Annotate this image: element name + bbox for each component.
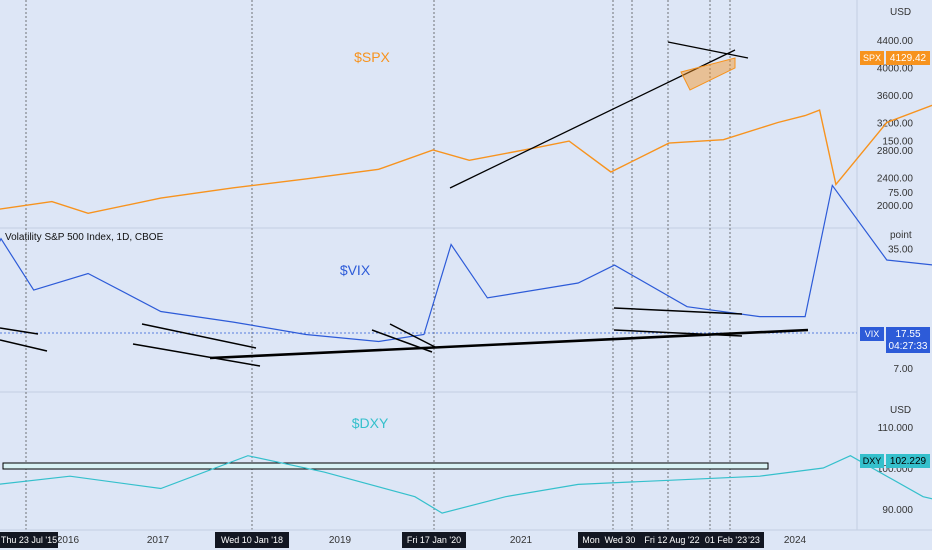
event-label-8: '23	[748, 535, 760, 545]
spx-y-ticks: 4400.00 4000.00 3600.00 3200.00 2800.00 2400.…	[877, 36, 914, 212]
dxy-horizontal-zone	[2, 462, 769, 470]
dxy-price-value-box	[886, 454, 930, 468]
dxy-price-symbol: DXY	[863, 456, 882, 466]
vix-trendline-1a	[0, 327, 39, 335]
spx-price-value: 4129.42	[890, 53, 927, 64]
spx-trendline-resistance	[667, 41, 749, 59]
vix-price-symbol-box	[860, 327, 884, 341]
time-label-2021: 2021	[510, 535, 533, 546]
vix-trendline-4b	[613, 329, 743, 337]
vix-trendline-3a	[371, 329, 433, 353]
event-label-box-3	[402, 532, 466, 548]
spx-price-symbol: SPX	[863, 53, 881, 63]
event-label-box-4	[578, 532, 764, 548]
dxy-axis-unit: USD	[890, 405, 911, 416]
spx-y-tick: 3200.00	[877, 119, 914, 130]
event-label-box-1	[0, 532, 58, 548]
vix-y-ticks: 150.00 75.00 35.00 7.00	[882, 137, 913, 375]
vix-countdown: 04:27:33	[889, 341, 928, 352]
dxy-y-ticks: 110.000 100.000 90.000	[877, 423, 914, 516]
event-label-1: Thu 23 Jul '15	[1, 535, 57, 545]
spx-price-symbol-box	[860, 51, 884, 65]
dxy-y-tick: 100.000	[877, 464, 914, 475]
spx-y-tick: 2400.00	[877, 174, 914, 185]
vix-price-value-box	[886, 327, 930, 353]
time-axis: 2016 2017 2019 2021 2024 Thu 23 Jul '15 …	[0, 532, 807, 548]
time-label-2024: 2024	[784, 535, 807, 546]
time-label-2016: 2016	[57, 535, 80, 546]
dxy-y-tick: 110.000	[878, 423, 914, 434]
vix-trendline-1b	[0, 339, 48, 352]
spx-y-tick: 4400.00	[877, 36, 914, 47]
vix-y-tick: 75.00	[888, 188, 913, 199]
spx-price-value-box	[886, 51, 930, 65]
dxy-y-tick: 90.000	[882, 505, 913, 516]
spx-trendline-support	[449, 49, 736, 189]
event-label-4: Mon	[582, 535, 600, 545]
vix-price-symbol: VIX	[865, 329, 880, 339]
time-label-2017: 2017	[147, 535, 170, 546]
event-label-5: Wed 30	[605, 535, 636, 545]
spx-y-tick: 4000.00	[877, 64, 914, 75]
event-label-2: Wed 10 Jan '18	[221, 535, 283, 545]
spx-drawings	[449, 41, 749, 189]
event-label-box-2	[215, 532, 289, 548]
event-label-6: Fri 12 Aug '22	[644, 535, 699, 545]
vix-trendline-2b	[132, 343, 261, 367]
event-label-3: Fri 17 Jan '20	[407, 535, 461, 545]
spx-title: $SPX	[354, 49, 390, 65]
vix-trendline-4a	[613, 307, 743, 315]
vix-y-tick: 7.00	[894, 364, 914, 375]
event-vertical-lines	[25, 0, 731, 530]
event-label-7: 01 Feb '23	[705, 535, 747, 545]
dxy-price-symbol-box	[860, 454, 884, 468]
vix-y-tick: 35.00	[888, 245, 913, 256]
vix-legend-label: Volatility S&P 500 Index, 1D, CBOE	[5, 232, 164, 243]
spx-y-tick: 2800.00	[877, 146, 914, 157]
vix-axis-unit: point	[890, 230, 912, 241]
vix-title: $VIX	[340, 262, 371, 278]
spx-channel-shape	[680, 57, 736, 91]
vix-trendline-2a	[141, 323, 257, 349]
vix-trendline-3b	[389, 323, 438, 349]
spx-series-line	[0, 104, 932, 215]
vix-y-tick: 150.00	[882, 137, 913, 148]
spx-axis-unit: USD	[890, 7, 911, 18]
dxy-series-line	[0, 455, 932, 514]
spx-y-tick: 3600.00	[877, 91, 914, 102]
vix-price-value: 17.55	[895, 329, 920, 340]
dxy-title: $DXY	[352, 415, 389, 431]
time-label-2019: 2019	[329, 535, 352, 546]
dxy-price-value: 102.229	[890, 456, 927, 467]
vix-drawings	[0, 307, 809, 367]
vix-series-line	[0, 183, 932, 343]
spx-y-tick: 2000.00	[877, 201, 914, 212]
